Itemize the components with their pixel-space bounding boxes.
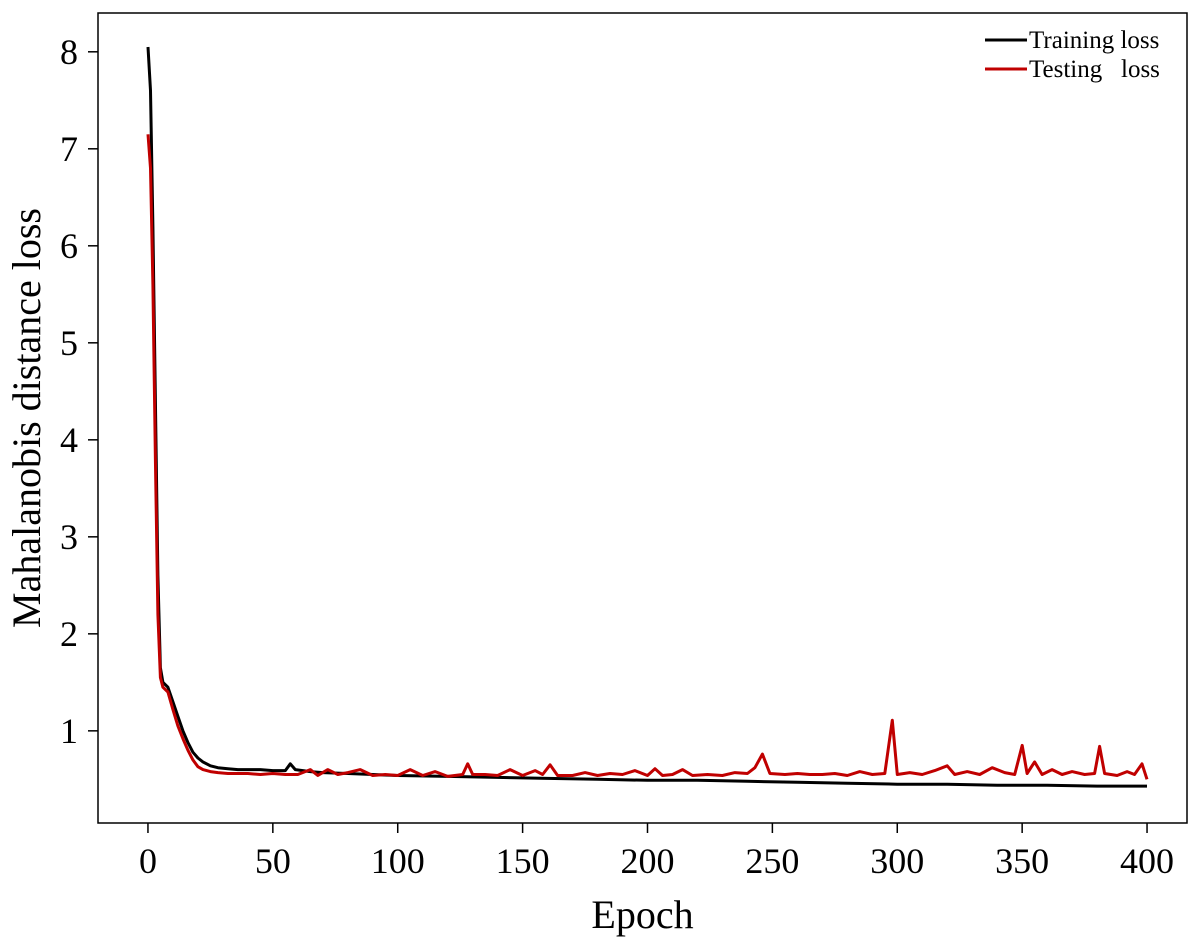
- y-tick-label: 8: [60, 32, 78, 72]
- plot-frame: [97, 12, 1188, 824]
- series-line-0: [146, 46, 1147, 788]
- legend-label-1: Testing loss: [1029, 56, 1160, 83]
- x-tick-label: 300: [870, 841, 924, 881]
- series-line-1: [146, 134, 1149, 780]
- y-tick-label: 6: [60, 226, 78, 266]
- plot-area: [146, 46, 1149, 788]
- x-tick-label: 150: [496, 841, 550, 881]
- y-axis: 1 2 3 4 5 6 7 8: [60, 32, 98, 751]
- y-tick-label: 2: [60, 614, 78, 654]
- x-tick-label: 100: [371, 841, 425, 881]
- y-tick-label: 5: [60, 323, 78, 363]
- y-tick-label: 3: [60, 517, 78, 557]
- y-tick-label: 7: [60, 129, 78, 169]
- x-tick-label: 400: [1120, 841, 1174, 881]
- x-tick-label: 350: [995, 841, 1049, 881]
- x-axis-title: Epoch: [591, 892, 693, 937]
- y-axis-title: Mahalanobis distance loss: [4, 208, 49, 628]
- y-tick-label: 4: [60, 420, 78, 460]
- x-tick-label: 250: [745, 841, 799, 881]
- x-axis: 0 50 100 150 200 250 300 350 400: [139, 823, 1174, 881]
- x-tick-label: 50: [255, 841, 291, 881]
- x-tick-label: 200: [620, 841, 674, 881]
- y-tick-label: 1: [60, 711, 78, 751]
- legend-label-0: Training loss: [1029, 27, 1159, 54]
- x-tick-label: 0: [139, 841, 157, 881]
